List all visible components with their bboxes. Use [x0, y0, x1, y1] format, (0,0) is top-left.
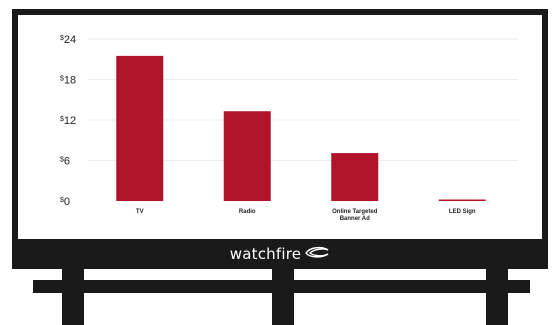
bar: [223, 111, 271, 201]
billboard-post-left: [62, 269, 84, 325]
brand-bar: watchfire: [12, 239, 548, 269]
bar-chart: $0 $6 $12 $18 $24 TV Radio Online Targeted Bann…: [60, 34, 518, 222]
x-tick-label: Online Targeted Banner Ad: [332, 209, 378, 222]
x-tick-label: TV: [136, 209, 144, 215]
brand-name: watchfire: [229, 245, 302, 263]
billboard-post-middle: [272, 269, 294, 325]
y-tick-label: $24: [60, 34, 76, 46]
watchfire-swoosh-icon: [304, 245, 330, 264]
bars: [116, 55, 486, 201]
billboard-post-right: [486, 269, 508, 325]
x-tick-label: Radio: [239, 209, 256, 215]
bar: [116, 55, 164, 201]
x-axis-labels: TV Radio Online Targeted Banner Ad LED Sign: [136, 209, 476, 222]
y-tick-label: $0: [60, 196, 70, 208]
y-tick-label: $12: [60, 115, 76, 127]
y-axis-ticks: $0 $6 $12 $18 $24: [60, 34, 76, 208]
y-tick-label: $6: [60, 156, 70, 168]
y-tick-label: $18: [60, 75, 76, 87]
bar: [438, 199, 486, 201]
x-tick-label: LED Sign: [449, 209, 476, 215]
billboard-crossbar: [33, 280, 530, 293]
bar: [331, 153, 379, 201]
billboard-face: [18, 15, 542, 239]
